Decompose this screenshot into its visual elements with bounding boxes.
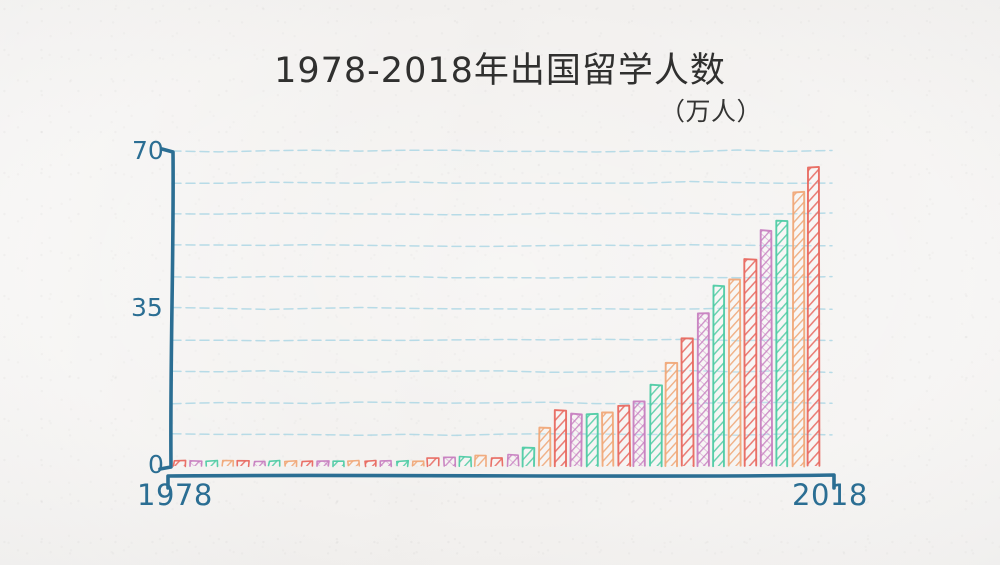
bar-1981 <box>221 459 235 467</box>
bar-2010 <box>680 337 695 468</box>
bar-2013 <box>727 278 742 467</box>
bar-1995 <box>442 456 457 468</box>
bar-2016 <box>775 219 789 468</box>
bar-2008 <box>649 383 663 468</box>
y-axis-tick-0: 0 <box>148 450 164 479</box>
bar-2014 <box>743 258 758 467</box>
bar-series <box>172 165 821 468</box>
bar-1984 <box>267 459 281 467</box>
bar-1980 <box>205 459 219 468</box>
bar-2005 <box>601 411 615 467</box>
bar-2006 <box>617 404 632 467</box>
bar-2000 <box>521 446 536 468</box>
x-axis-label-start: 1978 <box>137 478 213 512</box>
bar-2011 <box>696 312 710 468</box>
y-axis-tick-70: 70 <box>132 136 164 165</box>
bar-1993 <box>411 460 425 467</box>
bar-1979 <box>189 460 203 467</box>
bar-1985 <box>284 460 298 468</box>
bar-1983 <box>253 460 266 467</box>
bar-1978 <box>172 459 187 468</box>
bar-1982 <box>236 459 250 468</box>
bar-2003 <box>569 412 583 468</box>
bar-1989 <box>347 459 361 467</box>
bar-1999 <box>506 453 520 467</box>
bar-1992 <box>396 459 410 468</box>
bar-2004 <box>585 412 599 468</box>
bar-1990 <box>364 459 377 468</box>
bar-1994 <box>426 457 440 468</box>
bar-1988 <box>332 460 345 468</box>
bar-2012 <box>712 284 726 468</box>
bar-2001 <box>537 426 552 467</box>
x-axis-label-end: 2018 <box>792 478 868 512</box>
bar-2018 <box>806 165 821 467</box>
bar-1987 <box>316 460 330 467</box>
y-axis-tick-35: 35 <box>131 293 163 322</box>
bar-2002 <box>553 409 568 468</box>
bar-1986 <box>300 460 314 467</box>
bar-1997 <box>473 454 487 468</box>
bar-2017 <box>791 190 806 468</box>
bar-2015 <box>759 229 774 468</box>
bar-1991 <box>379 459 393 468</box>
bar-1996 <box>458 455 472 468</box>
bar-1998 <box>490 457 504 467</box>
bar-2009 <box>664 361 679 468</box>
bar-2007 <box>632 400 646 468</box>
